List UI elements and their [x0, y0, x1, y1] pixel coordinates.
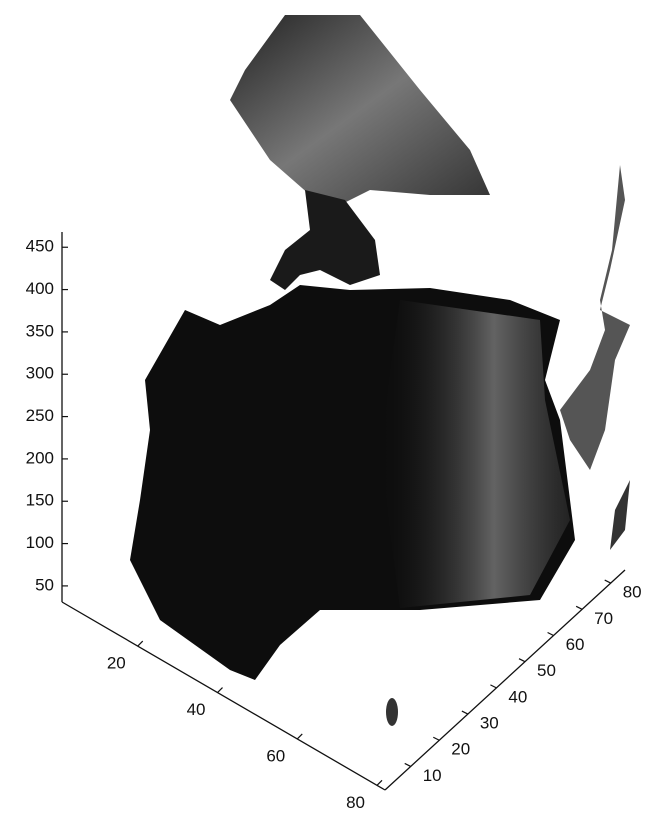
y-tick-label: 30	[480, 714, 499, 733]
x-tick-label: 20	[107, 654, 126, 673]
x-tick	[377, 780, 382, 785]
z-tick-label: 300	[26, 364, 54, 383]
surface-sheet	[230, 15, 490, 205]
y-tick	[576, 606, 582, 609]
z-tick-label: 450	[26, 237, 54, 256]
y-tick	[490, 685, 496, 688]
y-tick	[605, 580, 611, 583]
y-tick	[433, 737, 439, 740]
isosurface	[130, 15, 630, 726]
z-tick-label: 200	[26, 448, 54, 467]
y-tick-label: 50	[537, 661, 556, 680]
x-tick	[138, 641, 143, 646]
z-tick-label: 250	[26, 406, 54, 425]
y-tick	[519, 659, 525, 662]
z-tick-label: 150	[26, 491, 54, 510]
z-tick-label: 400	[26, 279, 54, 298]
x-tick-label: 60	[266, 746, 285, 765]
y-tick-label: 80	[623, 583, 642, 602]
surface-fragment	[610, 480, 630, 550]
surface-edge-sheet	[560, 165, 630, 470]
surface-highlight	[380, 300, 570, 608]
y-tick-label: 70	[594, 609, 613, 628]
z-tick-label: 100	[26, 533, 54, 552]
y-tick	[405, 763, 411, 766]
x-tick	[218, 688, 223, 693]
y-tick-label: 10	[423, 766, 442, 785]
y-tick-label: 60	[566, 635, 585, 654]
surface-fragment	[386, 698, 398, 726]
z-tick-label: 350	[26, 321, 54, 340]
y-tick-label: 20	[451, 740, 470, 759]
x-tick-label: 40	[187, 700, 206, 719]
x-tick	[297, 734, 302, 739]
x-tick-label: 80	[346, 793, 365, 812]
y-tick	[462, 711, 468, 714]
surface-neck	[270, 190, 380, 290]
y-tick	[548, 632, 554, 635]
chart: 50 100 150 200 250 300 350 400 450 20 40 60 80 10 20 30…	[0, 0, 664, 829]
y-tick-label: 40	[508, 687, 527, 706]
z-tick-label: 50	[35, 575, 54, 594]
